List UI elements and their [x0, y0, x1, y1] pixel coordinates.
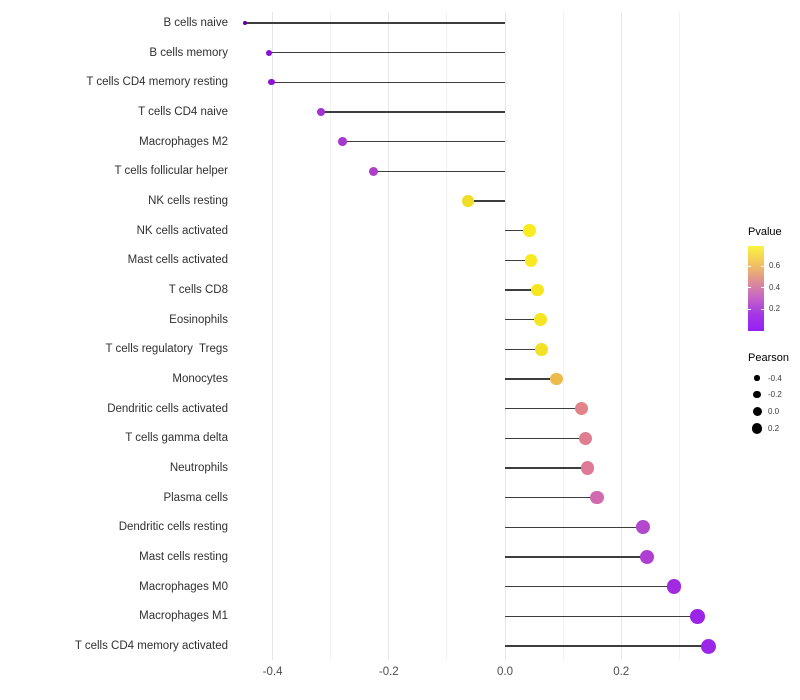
- lollipop-stem: [505, 407, 582, 410]
- lollipop-dot: [368, 166, 379, 177]
- lollipop-stem: [320, 111, 505, 113]
- lollipop-stem: [505, 348, 542, 351]
- lollipop-dot: [635, 520, 650, 535]
- lollipop-stem: [467, 200, 505, 202]
- size-legend-label: -0.4: [768, 373, 782, 383]
- lollipop-dot: [523, 224, 536, 237]
- row-label: Neutrophils: [169, 462, 228, 474]
- lollipop-dot: [524, 254, 538, 267]
- x-tick-label: -0.4: [262, 666, 283, 678]
- row-label: T cells follicular helper: [114, 165, 228, 178]
- row-label: NK cells resting: [148, 195, 228, 207]
- gridline: [330, 12, 332, 660]
- lollipop-stem: [505, 229, 530, 232]
- lollipop-dot: [531, 283, 544, 297]
- lollipop-dot: [590, 490, 604, 505]
- row-label: Plasma cells: [163, 491, 228, 504]
- lollipop-stem: [505, 318, 541, 321]
- row-label: T cells CD4 memory activated: [74, 640, 228, 652]
- x-tick-label: 0.0: [497, 666, 513, 678]
- x-tick-label: -0.2: [378, 666, 399, 678]
- row-label: T cells CD4 naive: [138, 106, 228, 118]
- legend-pvalue-title: Pvalue: [748, 226, 782, 238]
- row-label: Macrophages M0: [139, 580, 228, 593]
- row-label: Dendritic cells activated: [107, 402, 228, 415]
- lollipop-stem: [342, 140, 505, 143]
- lollipop-dot: [337, 137, 347, 147]
- gridline: [620, 12, 622, 660]
- lollipop-stem: [505, 378, 557, 380]
- lollipop-stem: [505, 556, 648, 558]
- lollipop-dot: [700, 638, 716, 654]
- lollipop-stem: [505, 526, 643, 529]
- pvalue-colorbar: [748, 246, 764, 331]
- colorbar-tick-mark: [748, 308, 751, 310]
- colorbar-tick-mark: [748, 265, 751, 267]
- row-label: B cells naive: [163, 17, 228, 29]
- lollipop-dot: [316, 107, 325, 117]
- row-label: Dendritic cells resting: [118, 521, 228, 534]
- size-legend-label: 0.0: [768, 407, 780, 416]
- size-legend-dot: [754, 375, 760, 381]
- lollipop-dot: [266, 49, 273, 56]
- lollipop-dot: [242, 21, 247, 25]
- colorbar-tick-mark: [761, 265, 764, 267]
- row-label: Mast cells resting: [139, 551, 228, 563]
- size-legend-dot: [752, 407, 762, 416]
- colorbar-tick-label: 0.2: [769, 304, 781, 313]
- x-tick-label: 0.2: [613, 666, 630, 678]
- lollipop-dot: [462, 195, 474, 207]
- lollipop-stem: [505, 259, 532, 262]
- lollipop-dot: [549, 372, 563, 386]
- lollipop-dot: [580, 461, 595, 475]
- gridline: [562, 12, 564, 660]
- gridline: [388, 12, 390, 660]
- lollipop-stem: [505, 585, 675, 588]
- size-legend-label: 0.2: [768, 424, 780, 433]
- lollipop-dot: [578, 431, 592, 445]
- row-label: B cells memory: [149, 46, 228, 59]
- size-legend-label: -0.2: [768, 390, 782, 399]
- size-legend-dot: [753, 390, 761, 399]
- lollipop-dot: [575, 402, 589, 416]
- row-label: Eosinophils: [169, 313, 228, 326]
- row-label: Macrophages M1: [139, 610, 228, 623]
- row-label: Monocytes: [172, 373, 228, 385]
- gridline: [504, 12, 506, 660]
- row-label: T cells CD4 memory resting: [86, 76, 228, 89]
- legend-pearson-title: Pearson: [748, 352, 789, 364]
- lollipop-dot: [535, 342, 548, 356]
- lollipop-stem: [505, 645, 709, 647]
- colorbar-tick-label: 0.6: [769, 261, 781, 270]
- colorbar-tick-label: 0.4: [769, 282, 781, 292]
- gridline: [446, 12, 448, 660]
- colorbar-tick-mark: [748, 287, 751, 288]
- row-label: NK cells activated: [136, 224, 228, 237]
- lollipop-stem: [244, 22, 505, 24]
- size-legend-dot: [751, 423, 763, 434]
- lollipop-stem: [373, 170, 505, 173]
- row-label: Mast cells activated: [127, 254, 228, 267]
- lollipop-dot: [690, 608, 706, 624]
- gridline: [272, 12, 274, 660]
- lollipop-dot: [534, 313, 547, 326]
- lollipop-stem: [269, 51, 505, 54]
- gridline: [678, 12, 680, 660]
- row-label: T cells gamma delta: [125, 432, 228, 445]
- lollipop-stem: [505, 467, 588, 469]
- colorbar-tick-mark: [761, 308, 764, 310]
- row-label: Macrophages M2: [139, 135, 228, 148]
- row-label: T cells regulatory Tregs: [105, 343, 228, 356]
- colorbar-tick-mark: [761, 287, 764, 288]
- lollipop-dot: [640, 549, 655, 565]
- lollipop-stem: [505, 615, 698, 618]
- lollipop-stem: [505, 496, 597, 499]
- lollipop-stem: [505, 437, 586, 440]
- lollipop-stem: [505, 289, 538, 291]
- row-label: T cells CD8: [168, 284, 228, 296]
- lollipop-dot: [268, 79, 275, 86]
- lollipop-stem: [271, 81, 505, 84]
- lollipop-dot: [666, 579, 682, 594]
